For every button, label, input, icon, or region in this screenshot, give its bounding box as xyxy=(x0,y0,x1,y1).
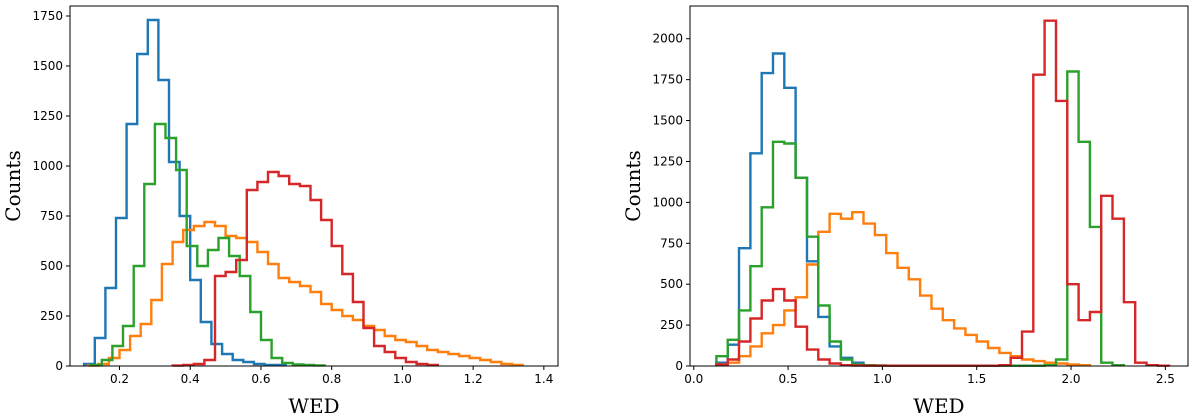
axes-frame xyxy=(69,5,559,367)
y-tick-label: 1250 xyxy=(652,154,683,168)
x-tick-label: 0.0 xyxy=(684,372,703,386)
x-tick-label: 0.4 xyxy=(181,372,200,386)
y-tick-label: 250 xyxy=(660,318,683,332)
y-tick-label: 1750 xyxy=(32,9,63,23)
axes-frame xyxy=(689,5,1189,367)
y-tick-label: 250 xyxy=(40,309,63,323)
y-axis-title: Counts xyxy=(1,150,25,221)
y-tick-label: 1500 xyxy=(32,59,63,73)
x-tick-label: 2.5 xyxy=(1156,372,1175,386)
y-tick-label: 500 xyxy=(660,277,683,291)
y-tick-label: 0 xyxy=(675,359,683,373)
y-tick-label: 0 xyxy=(55,359,63,373)
y-tick-label: 500 xyxy=(40,259,63,273)
histogram-series-3 xyxy=(90,122,326,367)
x-axis-title: WED xyxy=(913,394,964,418)
y-tick-label: 1000 xyxy=(652,195,683,209)
histogram-series-4 xyxy=(171,170,439,367)
histogram-series-3 xyxy=(715,70,1126,367)
left-histogram-panel: 0.2 0.4 0.6 0.8 1.0 1.2 1.4 0 250 500 750 1000 1250 1… xyxy=(1,5,559,418)
x-tick-label: 0.2 xyxy=(110,372,129,386)
right-histogram-panel: 0.0 0.5 1.0 1.5 2.0 2.5 0 250 500 750 1000 1250 1500… xyxy=(621,5,1189,418)
y-tick-label: 2000 xyxy=(652,32,683,46)
x-tick-label: 1.5 xyxy=(967,372,986,386)
histogram-series-1 xyxy=(82,18,287,367)
x-tick-label: 1.4 xyxy=(534,372,553,386)
x-tick-label: 1.2 xyxy=(464,372,483,386)
x-tick-label: 2.0 xyxy=(1061,372,1080,386)
y-tick-label: 750 xyxy=(40,209,63,223)
y-tick-label: 1000 xyxy=(32,159,63,173)
x-tick-label: 1.0 xyxy=(873,372,892,386)
y-axis-title: Counts xyxy=(621,150,645,221)
y-tick-label: 1500 xyxy=(652,114,683,128)
x-tick-label: 1.0 xyxy=(393,372,412,386)
x-tick-label: 0.5 xyxy=(779,372,798,386)
y-tick-label: 750 xyxy=(660,236,683,250)
x-tick-label: 0.6 xyxy=(251,372,270,386)
y-tick-label: 1750 xyxy=(652,73,683,87)
x-axis-title: WED xyxy=(288,394,339,418)
y-tick-label: 1250 xyxy=(32,109,63,123)
histogram-series-2 xyxy=(86,220,524,367)
x-tick-label: 0.8 xyxy=(322,372,341,386)
histogram-series-2 xyxy=(715,211,1092,367)
